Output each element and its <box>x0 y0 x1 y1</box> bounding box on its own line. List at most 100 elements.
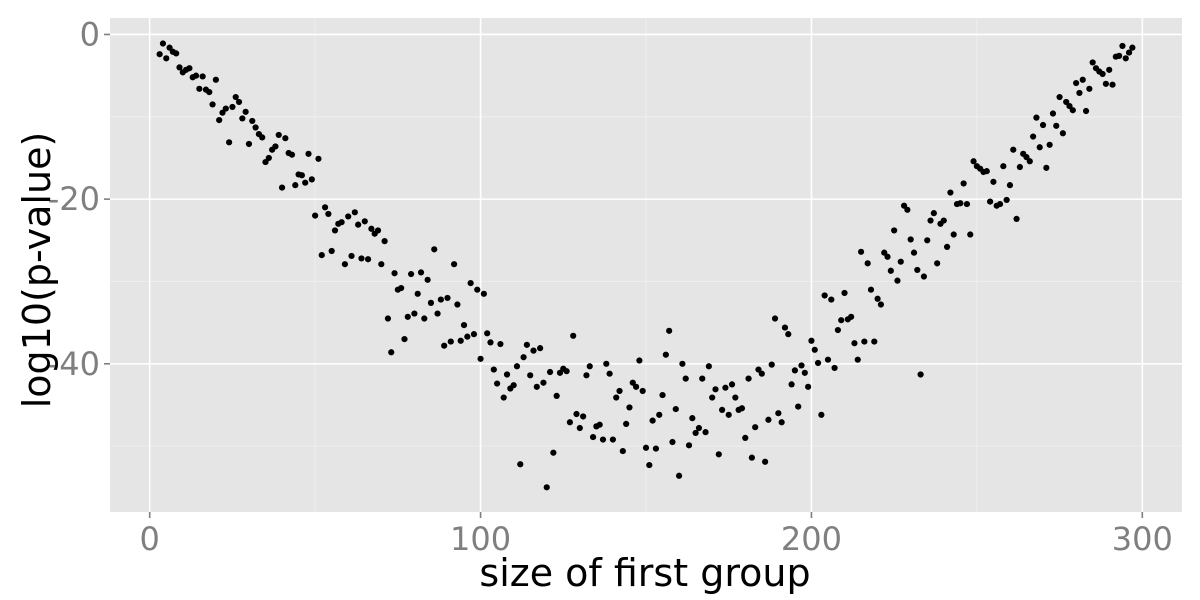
axis-ticks: 0 100 200 300 0 -20 -40 <box>48 15 1173 558</box>
data-point <box>821 292 828 299</box>
data-point <box>1122 55 1129 62</box>
data-point <box>609 436 617 443</box>
x-axis-title: size of first group <box>479 551 810 595</box>
data-point <box>824 356 832 363</box>
data-point <box>417 269 425 276</box>
data-point <box>1026 158 1033 165</box>
data-point <box>1119 42 1126 50</box>
data-point <box>1030 133 1037 140</box>
data-point <box>219 109 226 116</box>
data-point <box>414 290 421 297</box>
y-tick-label: -20 <box>48 180 100 218</box>
data-point <box>460 322 468 329</box>
data-point <box>828 296 835 303</box>
data-point <box>1006 182 1014 189</box>
data-point <box>874 295 881 302</box>
data-point <box>775 410 782 417</box>
data-point <box>854 356 861 363</box>
data-point <box>434 310 441 317</box>
data-point <box>278 184 286 191</box>
data-point <box>321 204 329 211</box>
data-point <box>805 383 812 390</box>
data-point <box>785 331 792 338</box>
data-point <box>226 139 233 146</box>
data-point <box>771 315 779 322</box>
data-point <box>216 116 223 124</box>
data-point <box>421 315 428 322</box>
data-point <box>497 340 504 348</box>
data-point <box>1033 114 1040 121</box>
data-point <box>795 403 802 410</box>
data-point <box>537 345 544 352</box>
data-point <box>619 447 626 455</box>
grid-lines <box>110 18 1182 512</box>
data-point <box>361 218 368 225</box>
data-point <box>811 346 818 353</box>
data-point <box>308 176 315 183</box>
data-point <box>447 338 454 345</box>
data-point <box>570 332 577 339</box>
data-point <box>891 227 898 234</box>
data-point <box>302 179 309 186</box>
data-point <box>927 217 934 224</box>
data-point <box>381 238 388 245</box>
data-point <box>709 394 716 401</box>
data-point <box>917 371 924 378</box>
data-point <box>1109 81 1116 88</box>
data-point <box>745 375 752 382</box>
data-point <box>732 394 739 401</box>
data-point <box>275 131 282 139</box>
data-point <box>556 369 564 376</box>
data-point <box>778 419 785 426</box>
data-point <box>682 375 689 382</box>
data-point <box>924 237 931 244</box>
data-point <box>262 158 269 166</box>
data-point <box>814 359 822 367</box>
data-point <box>1059 130 1066 137</box>
data-point <box>583 372 590 379</box>
data-point <box>970 158 977 165</box>
data-point <box>801 369 808 376</box>
data-point <box>715 451 722 458</box>
data-point <box>808 337 815 344</box>
data-point <box>857 248 865 255</box>
data-point <box>252 124 259 131</box>
data-point <box>513 363 521 370</box>
data-point <box>580 413 587 420</box>
data-point <box>206 89 213 96</box>
data-point <box>900 202 908 209</box>
data-point <box>990 178 997 185</box>
data-point <box>910 249 918 256</box>
data-point <box>533 383 540 390</box>
data-point <box>798 362 805 369</box>
data-point <box>738 405 746 412</box>
data-point <box>967 231 974 238</box>
data-point <box>272 143 279 150</box>
data-point <box>1003 196 1010 204</box>
data-point <box>292 182 299 189</box>
data-point <box>348 252 355 260</box>
data-point <box>626 404 633 411</box>
data-point <box>480 290 487 297</box>
data-point <box>649 417 656 424</box>
data-point <box>1106 66 1113 73</box>
data-point <box>546 368 554 376</box>
data-point <box>159 40 167 47</box>
data-point <box>986 198 994 205</box>
data-point <box>818 411 825 418</box>
data-point <box>589 433 597 441</box>
data-point <box>163 55 170 62</box>
data-point <box>603 360 610 367</box>
data-point <box>487 339 494 346</box>
data-point <box>282 135 289 142</box>
data-point <box>315 155 322 162</box>
data-point <box>742 434 749 441</box>
data-point <box>705 363 712 370</box>
data-point <box>943 243 951 250</box>
data-point <box>527 372 534 379</box>
data-point <box>232 93 239 101</box>
data-point <box>374 227 382 234</box>
data-point <box>1082 107 1090 115</box>
data-point <box>718 406 726 414</box>
data-point <box>881 249 888 256</box>
